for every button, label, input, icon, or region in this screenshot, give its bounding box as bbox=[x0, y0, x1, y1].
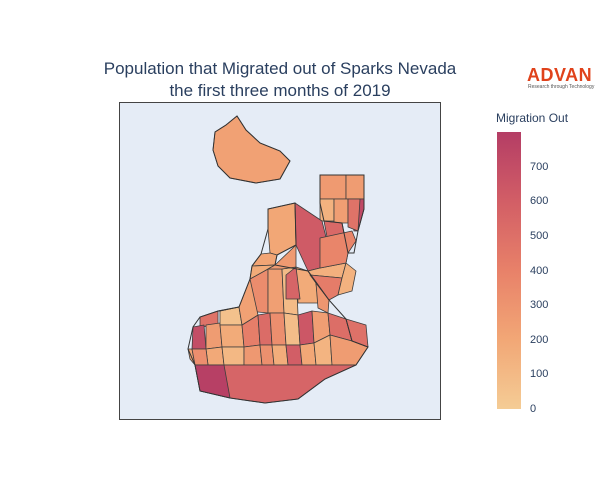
colorbar bbox=[497, 132, 521, 409]
region-outline bbox=[319, 174, 365, 254]
map-region[interactable] bbox=[205, 346, 225, 366]
map-region[interactable] bbox=[319, 230, 357, 269]
title-line-2: the first three months of 2019 bbox=[169, 81, 391, 100]
colorbar-tick: 300 bbox=[530, 299, 549, 312]
colorbar-tick: 500 bbox=[530, 229, 549, 242]
advan-logo: ADVAN Research through Technology bbox=[527, 65, 595, 91]
map-area[interactable] bbox=[119, 102, 441, 420]
map-region[interactable] bbox=[333, 198, 349, 224]
colorbar-tick: 400 bbox=[530, 264, 549, 277]
colorbar-tick: 100 bbox=[530, 368, 549, 381]
map-region[interactable] bbox=[319, 198, 335, 222]
colorbar-gradient bbox=[497, 132, 521, 409]
map-region[interactable] bbox=[297, 310, 315, 346]
map-region[interactable] bbox=[221, 346, 245, 366]
map-region[interactable] bbox=[299, 342, 317, 366]
map-region[interactable] bbox=[243, 344, 263, 366]
map-region[interactable] bbox=[285, 266, 301, 300]
colorbar-tick: 200 bbox=[530, 333, 549, 346]
map-region[interactable] bbox=[283, 312, 301, 346]
map-region[interactable] bbox=[271, 344, 289, 366]
map-region[interactable] bbox=[194, 364, 231, 399]
chart-title: Population that Migrated out of Sparks N… bbox=[60, 58, 500, 102]
map-region[interactable] bbox=[285, 344, 303, 366]
map-region[interactable] bbox=[219, 324, 245, 348]
colorbar-tick: 700 bbox=[530, 160, 549, 173]
region-outline bbox=[212, 115, 291, 184]
map-region[interactable] bbox=[337, 262, 357, 296]
logo-tagline: Research through Technology bbox=[528, 84, 595, 90]
map-region[interactable] bbox=[251, 252, 278, 267]
map-region[interactable] bbox=[345, 174, 365, 200]
map-region[interactable] bbox=[269, 312, 287, 346]
map-region[interactable] bbox=[319, 174, 347, 200]
map-region[interactable] bbox=[205, 322, 223, 350]
colorbar-tick: 600 bbox=[530, 195, 549, 208]
map-region[interactable] bbox=[347, 198, 361, 232]
map-region[interactable] bbox=[267, 268, 285, 314]
logo-word: ADVAN bbox=[527, 65, 593, 85]
map-region[interactable] bbox=[191, 324, 207, 350]
choropleth-map[interactable] bbox=[120, 103, 440, 419]
title-line-1: Population that Migrated out of Sparks N… bbox=[103, 59, 457, 78]
region-outline bbox=[187, 202, 369, 404]
colorbar-title: Migration Out bbox=[496, 111, 569, 125]
colorbar-tick: 0 bbox=[530, 403, 537, 415]
